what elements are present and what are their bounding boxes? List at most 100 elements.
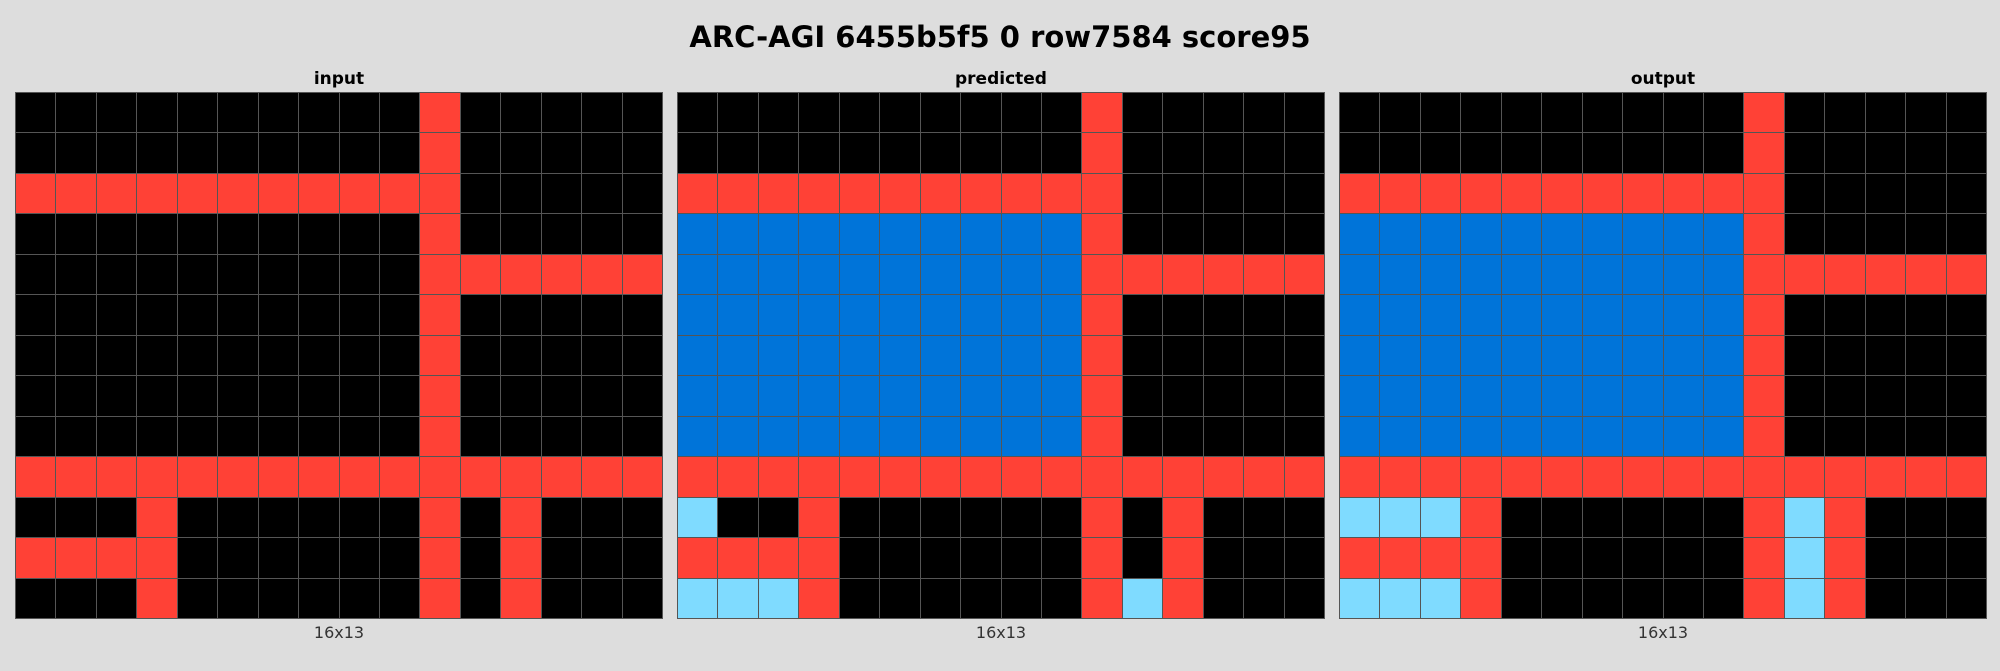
grid-cell	[1163, 295, 1203, 335]
grid-cell	[880, 457, 920, 497]
grid-cell	[1001, 173, 1041, 214]
grid-cell	[1582, 497, 1623, 538]
grid-cell	[1906, 173, 1946, 214]
grid-cell	[758, 173, 799, 214]
grid-cell	[1906, 416, 1946, 457]
grid-cell	[420, 295, 460, 335]
grid-cell	[379, 497, 420, 538]
grid-cell	[137, 214, 177, 254]
grid-cell	[258, 295, 299, 335]
grid-cell	[501, 173, 541, 214]
grid-cell	[920, 133, 961, 173]
grid-cell	[920, 254, 961, 295]
grid-cell	[96, 376, 137, 416]
grid-cell	[1784, 254, 1825, 295]
grid-cell	[880, 214, 920, 254]
grid-cell	[339, 376, 379, 416]
grid-cell	[1163, 578, 1203, 618]
grid-cell	[218, 214, 258, 254]
grid-cell	[1340, 457, 1380, 497]
grid-cell	[1380, 133, 1420, 173]
grid-cell	[1825, 416, 1865, 457]
grid-cell	[622, 93, 662, 133]
grid-cell	[299, 457, 339, 497]
grid-cell	[1203, 538, 1244, 578]
grid-cell	[1744, 254, 1784, 295]
grid-cell	[1582, 93, 1623, 133]
grid-cell	[961, 173, 1001, 214]
grid-cell	[1122, 538, 1163, 578]
grid-cell	[1623, 173, 1663, 214]
grid-cell	[177, 457, 218, 497]
grid-cell	[1865, 376, 1906, 416]
grid-cell	[501, 254, 541, 295]
grid-cell	[137, 457, 177, 497]
grid-cell	[299, 538, 339, 578]
grid-cell	[1244, 133, 1284, 173]
grid-cell	[1340, 416, 1380, 457]
grid-cell	[420, 93, 460, 133]
grid-cell	[137, 578, 177, 618]
grid-cell	[1663, 93, 1703, 133]
grid-cell	[1203, 457, 1244, 497]
grid-cell	[420, 173, 460, 214]
grid-cell	[1041, 133, 1082, 173]
grid-cell	[839, 254, 880, 295]
grid-cell	[460, 538, 501, 578]
grid-cell	[1041, 457, 1082, 497]
grid-cell	[1542, 578, 1582, 618]
grid-cell	[718, 335, 758, 376]
grid-cell	[718, 295, 758, 335]
grid-cell	[1501, 254, 1542, 295]
grid-cell	[1784, 376, 1825, 416]
grid-cell	[582, 254, 622, 295]
grid-cell	[501, 578, 541, 618]
grid-cell	[1703, 295, 1744, 335]
grid-cell	[839, 376, 880, 416]
grid-cell	[96, 457, 137, 497]
grid-cell	[582, 295, 622, 335]
grid-cell	[1784, 133, 1825, 173]
grid-cell	[379, 578, 420, 618]
grid-cell	[582, 335, 622, 376]
grid-cell	[1122, 295, 1163, 335]
grid-cell	[622, 497, 662, 538]
grid-cell	[920, 497, 961, 538]
grid-cell	[1542, 93, 1582, 133]
grid-cell	[1163, 416, 1203, 457]
grid-cell	[758, 295, 799, 335]
grid-cell	[541, 254, 582, 295]
grid-cell	[1420, 214, 1461, 254]
grid-cell	[758, 335, 799, 376]
grid-cell	[177, 376, 218, 416]
grid-cell	[96, 93, 137, 133]
grid-cell	[339, 457, 379, 497]
grid-cell	[16, 295, 56, 335]
grid-cell	[1703, 254, 1744, 295]
grid-cell	[1906, 497, 1946, 538]
grid-cell	[961, 214, 1001, 254]
grid-cell	[718, 457, 758, 497]
grid-cell	[16, 214, 56, 254]
grid-cell	[339, 295, 379, 335]
grid-cell	[799, 578, 839, 618]
grid-cell	[1501, 295, 1542, 335]
grid-cell	[582, 93, 622, 133]
grid-cell	[1244, 295, 1284, 335]
grid-cell	[460, 578, 501, 618]
grid-cell	[177, 133, 218, 173]
grid-cell	[339, 578, 379, 618]
grid-cell	[1623, 416, 1663, 457]
grid-cell	[339, 538, 379, 578]
grid-cell	[678, 335, 718, 376]
grid-cell	[501, 93, 541, 133]
grid-cell	[1784, 335, 1825, 376]
grid-cell	[1122, 254, 1163, 295]
grid-cell	[1203, 93, 1244, 133]
grid-cell	[177, 416, 218, 457]
grid-cell	[1244, 538, 1284, 578]
grid-cell	[1784, 538, 1825, 578]
grid-cell	[758, 538, 799, 578]
grid-cell	[501, 214, 541, 254]
grid-cell	[920, 457, 961, 497]
